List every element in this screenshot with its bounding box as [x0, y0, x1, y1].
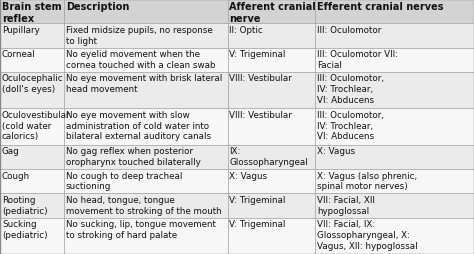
Text: VIII: Vestibular: VIII: Vestibular — [229, 74, 292, 83]
Bar — [64, 48, 228, 73]
Text: X: Vagus: X: Vagus — [317, 147, 355, 156]
Text: V: Trigeminal: V: Trigeminal — [229, 195, 286, 204]
Bar — [228, 169, 315, 194]
Text: III: Oculomotor VII:
Facial: III: Oculomotor VII: Facial — [317, 50, 398, 70]
Text: No cough to deep tracheal
suctioning: No cough to deep tracheal suctioning — [66, 171, 182, 190]
Text: VIII: Vestibular: VIII: Vestibular — [229, 110, 292, 119]
Bar — [0, 194, 64, 218]
Bar — [315, 73, 474, 109]
Bar — [0, 109, 64, 145]
Bar — [315, 24, 474, 48]
Bar — [0, 218, 64, 254]
Text: X: Vagus (also phrenic,
spinal motor nerves): X: Vagus (also phrenic, spinal motor ner… — [317, 171, 417, 190]
Bar — [228, 0, 315, 24]
Bar — [0, 169, 64, 194]
Bar — [228, 194, 315, 218]
Bar — [64, 109, 228, 145]
Text: No sucking, lip, tongue movement
to stroking of hard palate: No sucking, lip, tongue movement to stro… — [66, 219, 216, 239]
Bar — [228, 48, 315, 73]
Bar — [64, 73, 228, 109]
Bar — [64, 145, 228, 169]
Bar — [0, 48, 64, 73]
Bar — [64, 0, 228, 24]
Text: VII: Facial, XII
hypoglossal: VII: Facial, XII hypoglossal — [317, 195, 375, 215]
Text: No gag reflex when posterior
oropharynx touched bilaterally: No gag reflex when posterior oropharynx … — [66, 147, 201, 166]
Bar — [315, 218, 474, 254]
Text: No eye movement with slow
administration of cold water into
bilateral external a: No eye movement with slow administration… — [66, 110, 211, 141]
Text: Sucking
(pediatric): Sucking (pediatric) — [2, 219, 47, 239]
Bar — [0, 73, 64, 109]
Text: III: Oculomotor,
IV: Trochlear,
VI: Abducens: III: Oculomotor, IV: Trochlear, VI: Abdu… — [317, 110, 384, 141]
Bar — [0, 145, 64, 169]
Text: Cough: Cough — [2, 171, 30, 180]
Text: Efferent cranial nerves: Efferent cranial nerves — [317, 2, 444, 11]
Text: No eyelid movement when the
cornea touched with a clean swab: No eyelid movement when the cornea touch… — [66, 50, 215, 70]
Bar — [64, 24, 228, 48]
Bar — [64, 169, 228, 194]
Text: No head, tongue, tongue
movement to stroking of the mouth: No head, tongue, tongue movement to stro… — [66, 195, 221, 215]
Text: Rooting
(pediatric): Rooting (pediatric) — [2, 195, 47, 215]
Text: V: Trigeminal: V: Trigeminal — [229, 50, 286, 59]
Bar — [315, 0, 474, 24]
Bar — [228, 145, 315, 169]
Text: II: Optic: II: Optic — [229, 26, 263, 35]
Text: Fixed midsize pupils, no response
to light: Fixed midsize pupils, no response to lig… — [66, 26, 213, 45]
Bar — [315, 109, 474, 145]
Text: Oculovestibular
(cold water
calorics): Oculovestibular (cold water calorics) — [2, 110, 71, 141]
Text: Oculocephalic
(doll's eyes): Oculocephalic (doll's eyes) — [2, 74, 64, 94]
Text: VII: Facial, IX:
Glossopharyngeal, X:
Vagus, XII: hypoglossal: VII: Facial, IX: Glossopharyngeal, X: Va… — [317, 219, 418, 250]
Text: Corneal: Corneal — [2, 50, 36, 59]
Text: Description: Description — [66, 2, 129, 11]
Bar — [315, 48, 474, 73]
Bar — [64, 194, 228, 218]
Text: V: Trigeminal: V: Trigeminal — [229, 219, 286, 228]
Text: IX:
Glossopharyngeal: IX: Glossopharyngeal — [229, 147, 308, 166]
Text: III: Oculomotor: III: Oculomotor — [317, 26, 382, 35]
Text: Afferent cranial
nerve: Afferent cranial nerve — [229, 2, 316, 23]
Text: Brain stem
reflex: Brain stem reflex — [2, 2, 62, 23]
Bar — [0, 24, 64, 48]
Text: No eye movement with brisk lateral
head movement: No eye movement with brisk lateral head … — [66, 74, 222, 94]
Bar — [228, 24, 315, 48]
Text: Pupillary: Pupillary — [2, 26, 40, 35]
Bar — [0, 0, 64, 24]
Bar — [228, 218, 315, 254]
Bar — [315, 194, 474, 218]
Bar — [64, 218, 228, 254]
Text: X: Vagus: X: Vagus — [229, 171, 267, 180]
Bar — [228, 109, 315, 145]
Text: Gag: Gag — [2, 147, 19, 156]
Bar — [315, 145, 474, 169]
Bar — [228, 73, 315, 109]
Text: III: Oculomotor,
IV: Trochlear,
VI: Abducens: III: Oculomotor, IV: Trochlear, VI: Abdu… — [317, 74, 384, 104]
Bar — [315, 169, 474, 194]
